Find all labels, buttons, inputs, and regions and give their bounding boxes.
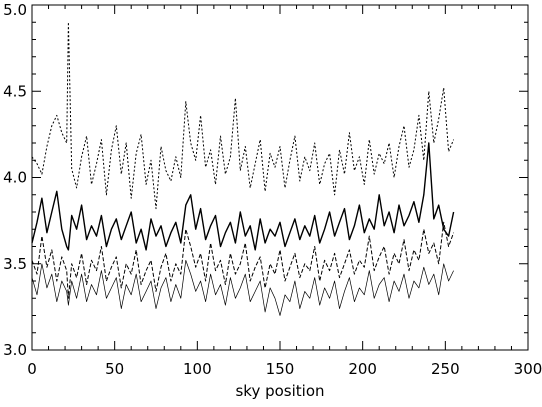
series-line-3	[31, 221, 455, 299]
x-tick-label: 100	[183, 360, 212, 378]
x-tick-label: 250	[431, 360, 460, 378]
y-tick-label: 3.5	[3, 255, 27, 273]
x-tick-label: 0	[27, 360, 37, 378]
y-tick-label: 3.0	[3, 341, 27, 359]
series-line-2	[31, 142, 455, 251]
y-tick-label: 4.0	[3, 169, 27, 187]
series-line-1	[31, 21, 455, 210]
x-tick-label: 200	[348, 360, 377, 378]
x-tick-label: 150	[266, 360, 295, 378]
x-tick-label: 300	[514, 360, 542, 378]
series-line-4	[31, 259, 454, 316]
y-tick-label: 5.0	[3, 1, 27, 19]
x-tick-label: 50	[105, 360, 124, 378]
x-axis-label: sky position	[235, 382, 324, 400]
axes: 0 50 100 150 200 250 300 3.0 3.5 4.0 4.5 5.0	[3, 1, 542, 378]
y-tick-label: 4.5	[3, 82, 27, 100]
plot-area	[31, 21, 455, 316]
